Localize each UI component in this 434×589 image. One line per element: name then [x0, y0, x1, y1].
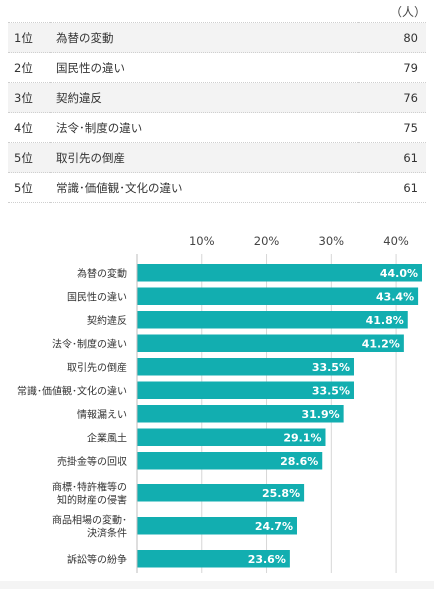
- category-label: 商品相場の変動･: [52, 513, 127, 526]
- category-label: 商標･特許権等の: [52, 480, 127, 493]
- value-label: 33.5%: [312, 361, 350, 374]
- value-label: 23.6%: [248, 553, 286, 566]
- ranking-row: 2位 国民性の違い 79: [8, 52, 426, 83]
- category-label: 取引先の倒産: [67, 361, 127, 374]
- bar: [137, 452, 323, 470]
- label-cell: 常識･価値観･文化の違い: [50, 172, 358, 203]
- category-label: 売掛金等の回収: [57, 455, 127, 468]
- ranking-row: 1位 為替の変動 80: [8, 22, 426, 53]
- label-cell: 取引先の倒産: [50, 142, 358, 173]
- rank-cell: 3位: [8, 82, 50, 113]
- bar: [137, 381, 354, 399]
- tick-label: 30%: [319, 234, 345, 248]
- tick-label: 40%: [383, 234, 409, 248]
- bar: [137, 428, 326, 446]
- rank-cell: 4位: [8, 112, 50, 143]
- ranking-row: 3位 契約違反 76: [8, 82, 426, 113]
- bar: [137, 264, 422, 282]
- category-label: 常識･価値観･文化の違い: [17, 384, 127, 397]
- category-label: 為替の変動: [77, 267, 127, 280]
- value-label: 33.5%: [312, 384, 350, 397]
- value-label: 41.2%: [362, 337, 400, 350]
- category-label: 契約違反: [87, 314, 127, 327]
- label-cell: 為替の変動: [50, 22, 358, 53]
- rank-cell: 2位: [8, 52, 50, 83]
- category-label: 訴訟等の紛争: [67, 553, 127, 566]
- value-cell: 75: [358, 112, 426, 143]
- category-label: 知的財産の侵害: [57, 493, 127, 506]
- label-cell: 国民性の違い: [50, 52, 358, 83]
- bar-chart: 10% 20% 30% 40% 44.0% 為替の変動 43.4% 国民性の違い 41.8% 契約…: [17, 234, 422, 573]
- value-label: 41.8%: [366, 314, 404, 327]
- category-label: 国民性の違い: [67, 290, 127, 303]
- bar: [137, 358, 354, 376]
- bar: [137, 484, 305, 502]
- tick-label: 20%: [254, 234, 280, 248]
- category-label: 情報漏えい: [77, 408, 127, 421]
- ranking-table: 1位 為替の変動 80 2位 国民性の違い 79 3位 契約違反 76 4位 法…: [8, 22, 426, 203]
- label-cell: 法令･制度の違い: [50, 112, 358, 143]
- value-cell: 61: [358, 142, 426, 173]
- value-cell: 79: [358, 52, 426, 83]
- value-label: 31.9%: [301, 408, 339, 421]
- rank-cell: 1位: [8, 22, 50, 53]
- value-cell: 61: [358, 172, 426, 203]
- value-label: 44.0%: [380, 267, 418, 280]
- ranking-row: 4位 法令･制度の違い 75: [8, 112, 426, 143]
- bar: [137, 311, 408, 329]
- bar: [137, 287, 419, 305]
- ranking-row: 5位 常識･価値観･文化の違い 61: [8, 172, 426, 203]
- value-cell: 76: [358, 82, 426, 113]
- value-label: 28.6%: [280, 455, 318, 468]
- category-label: 企業風土: [87, 431, 127, 444]
- value-label: 29.1%: [283, 431, 321, 444]
- bar: [137, 550, 290, 568]
- value-label: 25.8%: [262, 487, 300, 500]
- category-label: 決済条件: [87, 526, 127, 539]
- tick-label: 10%: [189, 234, 215, 248]
- category-label: 法令･制度の違い: [52, 337, 127, 350]
- value-cell: 80: [358, 22, 426, 53]
- bottom-band: [0, 581, 434, 589]
- bar: [137, 405, 344, 423]
- unit-label: （人）: [389, 5, 426, 19]
- bar: [137, 334, 404, 352]
- rank-cell: 5位: [8, 172, 50, 203]
- bar: [137, 517, 297, 535]
- rank-cell: 5位: [8, 142, 50, 173]
- value-label: 43.4%: [376, 290, 414, 303]
- ranking-row: 5位 取引先の倒産 61: [8, 142, 426, 173]
- value-label: 24.7%: [255, 520, 293, 533]
- label-cell: 契約違反: [50, 82, 358, 113]
